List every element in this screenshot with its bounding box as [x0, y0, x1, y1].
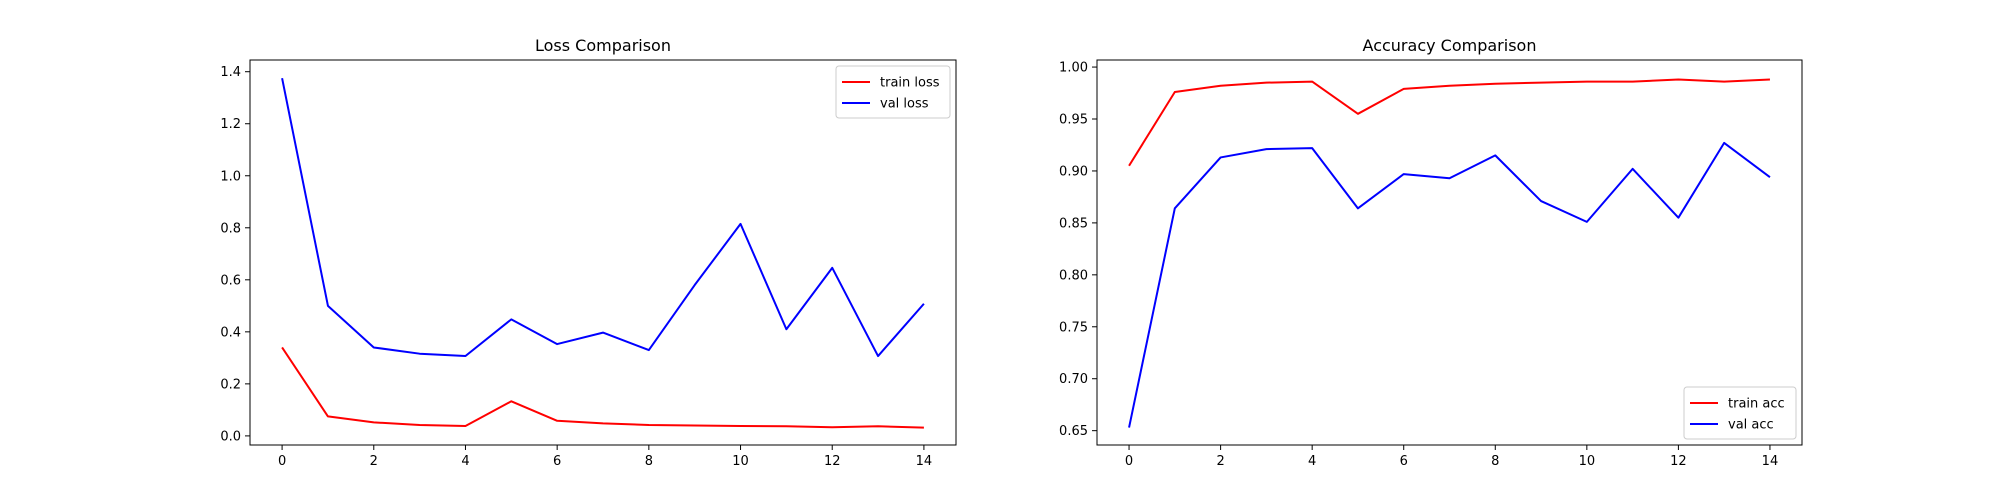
- x-tick-label: 10: [732, 454, 749, 469]
- y-tick-label: 0.8: [220, 221, 241, 236]
- y-tick-label: 0.85: [1059, 216, 1088, 231]
- x-tick-label: 2: [370, 454, 378, 469]
- y-tick-label: 0.65: [1059, 424, 1088, 439]
- series-line-val-acc: [1128, 141, 1771, 428]
- y-tick-label: 1.2: [220, 117, 241, 132]
- x-tick-label: 6: [1400, 454, 1408, 469]
- y-tick-label: 1.00: [1059, 61, 1088, 76]
- legend-label: val acc: [1728, 418, 1774, 433]
- y-tick-label: 1.0: [220, 169, 241, 184]
- x-tick-label: 14: [916, 454, 933, 469]
- series-line-train-acc: [1128, 78, 1770, 167]
- series-line-val-loss: [281, 78, 925, 358]
- legend: train loss val loss: [835, 65, 951, 119]
- chart-title: Loss Comparison: [535, 36, 671, 55]
- y-tick-label: 0.70: [1059, 372, 1088, 387]
- y-tick-label: 0.2: [220, 377, 241, 392]
- x-tick-label: 6: [553, 454, 561, 469]
- series-line-train-loss: [281, 346, 924, 429]
- loss-chart: Loss Comparison 0 2 4 6 8 10 12 14 0.0 0.2 0.4 0.6 0.…: [220, 36, 957, 469]
- x-tick-label: 10: [1579, 454, 1596, 469]
- x-tick-label: 0: [278, 454, 286, 469]
- legend-label: train acc: [1728, 397, 1785, 412]
- x-tick-label: 12: [1670, 454, 1687, 469]
- legend-label: train loss: [880, 76, 940, 91]
- x-tick-label: 12: [824, 454, 841, 469]
- accuracy-chart: Accuracy Comparison 0 2 4 6 8 10 12 14 0.65 0.70 0.…: [1059, 36, 1803, 469]
- x-tick-label: 8: [1491, 454, 1499, 469]
- legend: train acc val acc: [1683, 386, 1797, 440]
- x-tick-label: 4: [1308, 454, 1316, 469]
- y-tick-label: 0.75: [1059, 320, 1088, 335]
- y-tick-label: 0.80: [1059, 268, 1088, 283]
- y-tick-label: 0.95: [1059, 113, 1088, 128]
- x-tick-label: 4: [461, 454, 469, 469]
- y-tick-label: 1.4: [220, 65, 241, 80]
- plot-frame: [1096, 59, 1803, 446]
- x-tick-label: 14: [1762, 454, 1779, 469]
- x-tick-label: 2: [1216, 454, 1224, 469]
- y-tick-label: 0.0: [220, 429, 241, 444]
- legend-label: val loss: [880, 97, 929, 112]
- plot-frame: [249, 59, 957, 446]
- chart-title: Accuracy Comparison: [1363, 36, 1537, 55]
- y-tick-label: 0.90: [1059, 164, 1088, 179]
- x-tick-label: 0: [1125, 454, 1133, 469]
- y-tick-label: 0.6: [220, 273, 241, 288]
- y-tick-label: 0.4: [220, 325, 241, 340]
- legend-box: [1683, 386, 1797, 440]
- x-tick-label: 8: [645, 454, 653, 469]
- legend-box: [835, 65, 951, 119]
